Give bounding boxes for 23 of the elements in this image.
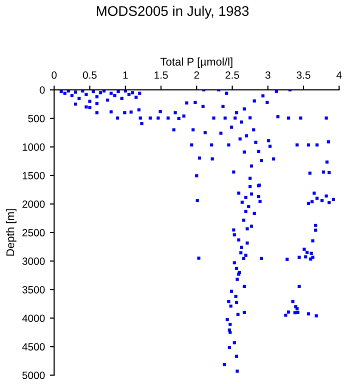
x-tick-label: 3 <box>265 71 270 79</box>
y-tick-label: 0 <box>40 86 45 94</box>
x-tick-label: 0.5 <box>82 71 97 79</box>
x-tick-label: 2.5 <box>226 71 240 79</box>
y-tick-label: 2000 <box>22 200 45 208</box>
y-tick-label: 1000 <box>22 143 45 151</box>
x-tick-label: 1 <box>123 72 128 79</box>
y-tick-label: 4000 <box>22 314 45 322</box>
y-tick-label: 4500 <box>22 343 45 351</box>
y-tick-label: 2500 <box>22 229 45 236</box>
y-axis-title: Depth [m] <box>6 209 16 256</box>
y-tick-label: 500 <box>28 114 45 122</box>
y-tick-label: 1500 <box>22 172 45 180</box>
x-tick-label: 4 <box>336 72 342 79</box>
y-tick-label: 3500 <box>22 286 45 294</box>
y-tick-label: 3000 <box>22 258 45 265</box>
chart-title: MODS2005 in July, 1983 <box>96 6 249 19</box>
x-tick-label: 0 <box>52 71 57 79</box>
y-tick-label: 5000 <box>22 372 45 380</box>
x-tick-label: 1.5 <box>154 72 168 79</box>
x-tick-label: 2 <box>194 71 200 79</box>
x-tick-label: 3.5 <box>296 71 310 79</box>
x-axis-title: Total P [µmol/l] <box>160 58 232 68</box>
